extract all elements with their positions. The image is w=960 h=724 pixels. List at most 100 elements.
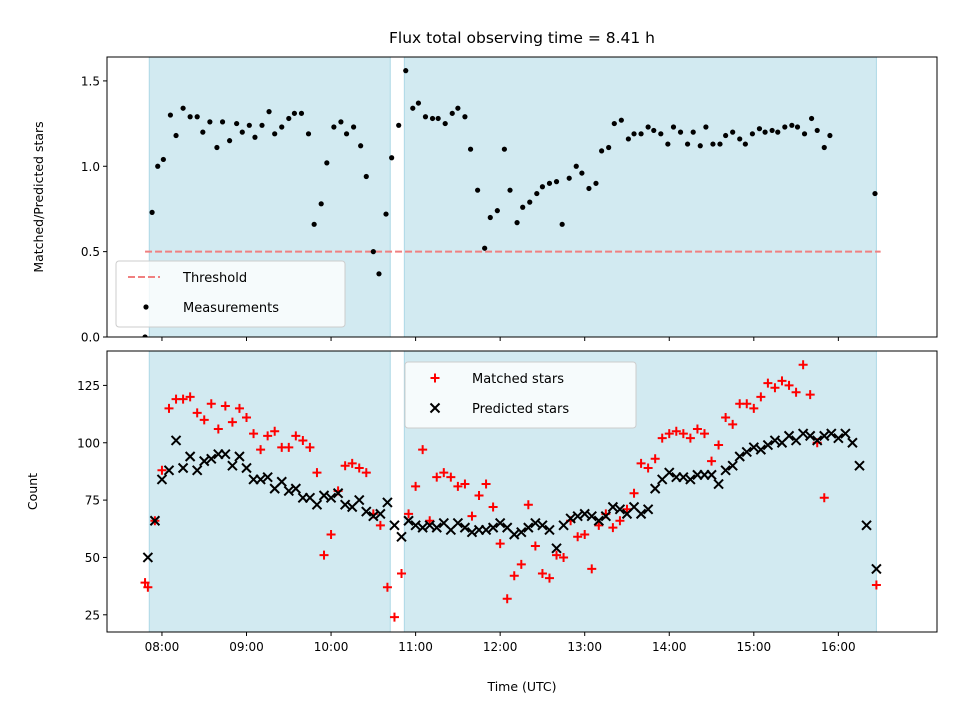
data-point [234, 451, 245, 462]
data-point [690, 129, 696, 135]
data-point [482, 245, 488, 251]
data-point [298, 110, 305, 116]
data-point [185, 392, 195, 402]
data-point [283, 485, 294, 497]
data-point [520, 204, 526, 210]
data-point [763, 378, 773, 388]
data-point [255, 474, 266, 485]
data-point [234, 403, 244, 413]
data-point [449, 110, 455, 116]
data-point [509, 529, 520, 540]
data-point [769, 127, 775, 134]
data-point [487, 522, 499, 533]
x-tick-label: 08:00 [145, 640, 180, 654]
data-point [368, 510, 379, 522]
data-point [509, 571, 519, 581]
data-point [347, 458, 357, 468]
y-tick-label: 1.0 [81, 160, 100, 174]
data-point [432, 472, 442, 482]
shaded-interval-2 [403, 57, 877, 337]
data-point [361, 506, 372, 517]
data-point [872, 190, 878, 197]
data-point [214, 144, 220, 151]
data-point [861, 520, 872, 531]
data-point [488, 502, 498, 512]
data-point [462, 114, 468, 120]
data-point [241, 462, 252, 474]
data-point [720, 465, 731, 476]
data-point [431, 522, 442, 533]
data-point [284, 442, 294, 452]
data-point [717, 141, 723, 147]
data-point [559, 221, 565, 227]
data-point [699, 429, 709, 439]
data-point [389, 520, 400, 531]
ratio-panel: 0.0 0.5 1.0 1.5 Matched/Predicted stars Thres… [31, 56, 938, 345]
x-tick-label: 13:00 [567, 640, 602, 654]
data-point [206, 453, 217, 465]
legend-label: Predicted stars [472, 402, 569, 417]
data-point [382, 497, 393, 508]
data-point [783, 430, 795, 442]
chart-title: Flux total observing time = 8.41 h [389, 29, 655, 47]
data-point [220, 401, 230, 411]
data-point [749, 403, 759, 413]
data-point [819, 493, 829, 503]
data-point [160, 156, 166, 163]
data-point [586, 185, 592, 192]
data-point [480, 524, 492, 536]
data-point [227, 417, 237, 427]
data-point [685, 474, 696, 485]
x-tick-label: 15:00 [737, 640, 772, 654]
data-point [262, 471, 273, 483]
data-point [318, 201, 324, 207]
data-point [339, 499, 351, 510]
data-point [170, 435, 182, 446]
data-point [798, 360, 808, 370]
data-point [403, 68, 409, 74]
data-point [415, 100, 422, 106]
data-point [442, 120, 448, 127]
data-point [331, 124, 337, 130]
data-point [256, 445, 266, 455]
data-point [272, 131, 278, 137]
data-point [455, 105, 461, 111]
data-point [382, 582, 392, 592]
legend-marker [430, 373, 440, 383]
data-point [206, 399, 216, 409]
data-point [762, 129, 768, 135]
data-point [658, 131, 664, 137]
data-point [396, 531, 407, 543]
data-point [318, 490, 330, 501]
data-point [594, 520, 604, 530]
data-point [354, 463, 364, 473]
data-point [734, 451, 745, 462]
data-point [812, 435, 823, 446]
data-point [234, 120, 240, 127]
legend-box [115, 260, 346, 328]
data-point [553, 179, 560, 185]
data-point [354, 494, 365, 506]
data-point [684, 141, 691, 147]
data-point [213, 424, 223, 434]
data-point [187, 114, 193, 120]
data-point [871, 563, 882, 575]
data-point [559, 552, 569, 562]
data-point [827, 132, 833, 139]
data-point [343, 131, 350, 137]
data-point [650, 454, 660, 464]
data-point [606, 144, 612, 151]
data-point [286, 115, 292, 122]
data-point [199, 415, 209, 425]
data-point [494, 208, 500, 214]
data-point [351, 124, 357, 130]
data-point [784, 380, 794, 390]
data-point [614, 504, 626, 515]
data-point [523, 500, 533, 510]
data-point [291, 110, 298, 116]
data-point [791, 387, 801, 397]
data-point [854, 460, 865, 471]
x-tick-label: 12:00 [483, 640, 518, 654]
data-point [163, 465, 175, 476]
data-point [544, 573, 554, 583]
